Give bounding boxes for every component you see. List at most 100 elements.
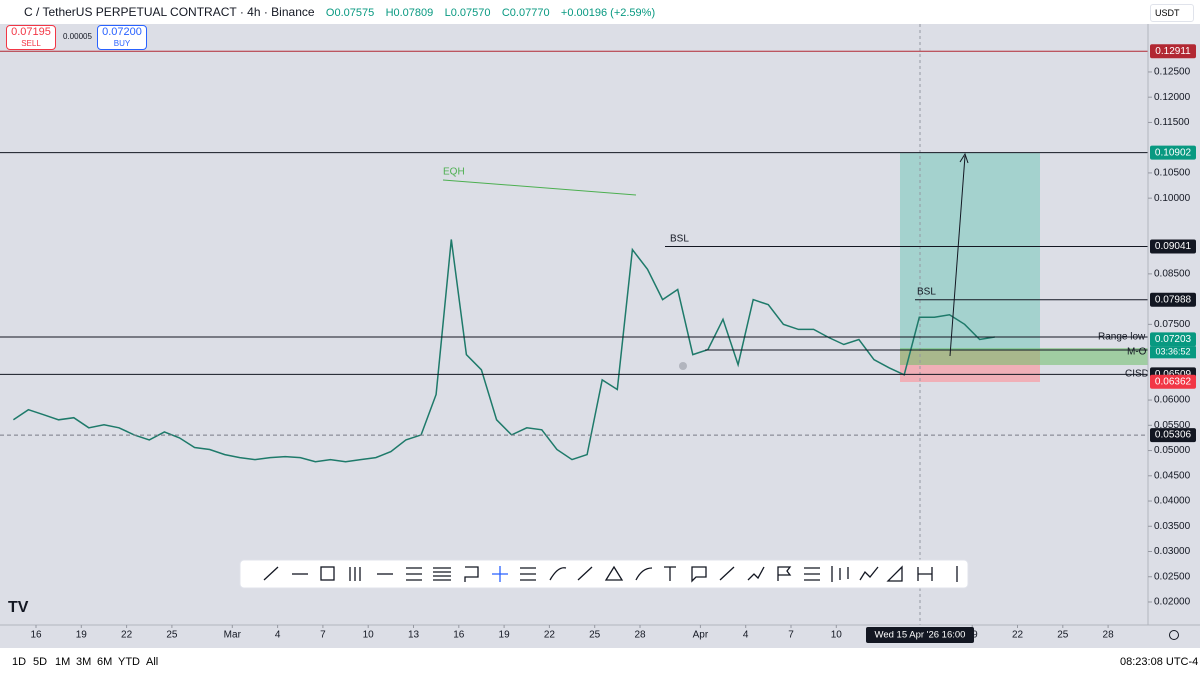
x-tick-label: 25 [589, 630, 601, 641]
comment-tool[interactable] [691, 566, 707, 583]
profit-zone [900, 153, 1040, 350]
triangle-tool[interactable] [604, 565, 624, 581]
symbol-header: C / TetherUS PERPETUAL CONTRACT · 4h · B… [24, 5, 655, 19]
y-tick-label: 0.02000 [1154, 597, 1191, 608]
y-tick-label: 0.04000 [1154, 496, 1191, 507]
chart: EQH BSL BSL Range low M-O CISD 0.020000.… [0, 0, 1200, 648]
ohlc-high: H0.07809 [385, 7, 434, 19]
y-tick-label: 0.12000 [1154, 92, 1191, 103]
annotation: Range low [1098, 332, 1146, 343]
sell-price: 0.07195 [11, 26, 51, 38]
rectangle-tool[interactable] [320, 566, 335, 581]
countdown: 03:36:52 [1155, 347, 1190, 357]
price-tag [1150, 292, 1196, 307]
x-tick-label: 10 [363, 630, 375, 641]
countdown-tag [1150, 346, 1196, 359]
price-tag [1150, 44, 1196, 59]
timeframe[interactable]: 6M [97, 656, 113, 668]
axis-layer: 0.02000 0.02500 0.03000 0.03500 0.04000 0.045… [30, 44, 1196, 643]
currency-select[interactable]: USDT [1150, 4, 1194, 22]
y-tick-label: 0.03500 [1154, 521, 1191, 532]
y-tick-label: 0.05500 [1154, 420, 1191, 431]
x-tick-label: 25 [166, 630, 178, 641]
path-tool[interactable] [719, 566, 735, 581]
curve-tool[interactable] [549, 567, 567, 581]
text-tool[interactable] [664, 566, 676, 581]
price-tag-label: 0.07988 [1155, 294, 1192, 305]
x-tick-label: 28 [634, 630, 646, 641]
buy-label: BUY [113, 39, 131, 48]
price-tag [1150, 239, 1196, 254]
trend-line-tool[interactable] [263, 566, 279, 581]
x-tick-label: 7 [788, 630, 794, 641]
y-tick-label: 0.08500 [1154, 269, 1191, 280]
price-tag [1150, 428, 1196, 443]
price-tag-label: 0.12911 [1155, 46, 1191, 57]
price-tag-label: 0.05306 [1155, 430, 1192, 441]
x-tick-label: 7 [320, 630, 326, 641]
y-tick-label: 0.05000 [1154, 445, 1191, 456]
eqh-line [442, 179, 637, 196]
timeframe[interactable]: 1M [55, 656, 71, 668]
x-tick-label: 25 [1057, 630, 1069, 641]
settings-icon[interactable] [1169, 630, 1179, 640]
timeframe[interactable]: All [146, 656, 159, 668]
price-tag-label: 0.07203 [1155, 334, 1192, 345]
marker [679, 362, 687, 370]
ohlc-open: O0.07575 [325, 7, 375, 19]
projection-tool[interactable] [859, 566, 879, 581]
x-tick-label: 19 [499, 630, 511, 641]
y-tick-label: 0.02500 [1154, 571, 1191, 582]
crosshair-tool[interactable] [492, 566, 508, 582]
x-tick-label: Apr [693, 630, 709, 641]
symbol-title: C / TetherUS PERPETUAL CONTRACT · 4h · B… [24, 5, 315, 19]
timeframe[interactable]: 3M [76, 656, 92, 668]
date-range-tool[interactable] [917, 567, 933, 581]
buy-price: 0.07200 [102, 26, 142, 38]
long-position-tool[interactable] [804, 567, 820, 581]
x-tick-label: 16 [453, 630, 465, 641]
sell-label: SELL [21, 39, 41, 48]
arc-tool[interactable] [635, 567, 653, 581]
drawing-toolbar [239, 559, 969, 589]
timeframe[interactable]: YTD [118, 656, 140, 668]
crosshair-time: Wed 15 Apr '26 16:00 [875, 630, 966, 641]
price-tag-label: 0.06362 [1155, 376, 1192, 387]
price-tag-label: 0.10902 [1155, 147, 1192, 158]
annotation: BSL [670, 234, 689, 245]
buy-button[interactable]: 0.07200 BUY [97, 25, 147, 50]
gann-tool[interactable] [520, 567, 536, 581]
brush-tool[interactable] [577, 566, 593, 581]
x-tick-label: 22 [544, 630, 556, 641]
timeframe[interactable]: 1D [12, 656, 27, 668]
callout-tool[interactable] [464, 566, 479, 582]
x-tick-label: 28 [1103, 630, 1115, 641]
y-tick-label: 0.10000 [1154, 193, 1191, 204]
price-tag-label: 0.09041 [1155, 241, 1192, 252]
timeframe[interactable]: 5D [33, 656, 48, 668]
x-tick-label: 22 [1012, 630, 1024, 641]
spread: 0.00005 [63, 32, 92, 41]
y-tick-label: 0.07500 [1154, 319, 1191, 330]
x-tick-label: 19 [76, 630, 88, 641]
bottom-bar: 1D 5D 1M 3M 6M YTD All 08:23:08 UTC-4 [0, 648, 1200, 675]
x-tick-label: Mar [224, 630, 242, 641]
fib-channel-tool[interactable] [433, 567, 451, 581]
crosshair-time-tag [866, 627, 974, 643]
annotation: EQH [443, 167, 465, 178]
pattern-tool[interactable] [747, 566, 765, 581]
volume-tool[interactable] [886, 565, 903, 582]
sell-button[interactable]: 0.07195 SELL [6, 25, 56, 50]
arrow-head [959, 152, 969, 164]
ohlc-low: L0.07570 [444, 7, 491, 19]
flag-tool[interactable] [777, 566, 792, 581]
x-tick-label: 10 [831, 630, 843, 641]
forecast-tool[interactable] [831, 566, 849, 582]
y-tick-label: 0.04500 [1154, 470, 1191, 481]
y-tick-label: 0.03000 [1154, 546, 1191, 557]
fib-tool[interactable] [406, 567, 422, 581]
candles-tool[interactable] [349, 567, 361, 581]
y-tick-label: 0.10500 [1154, 168, 1191, 179]
target-arrow [949, 155, 966, 357]
